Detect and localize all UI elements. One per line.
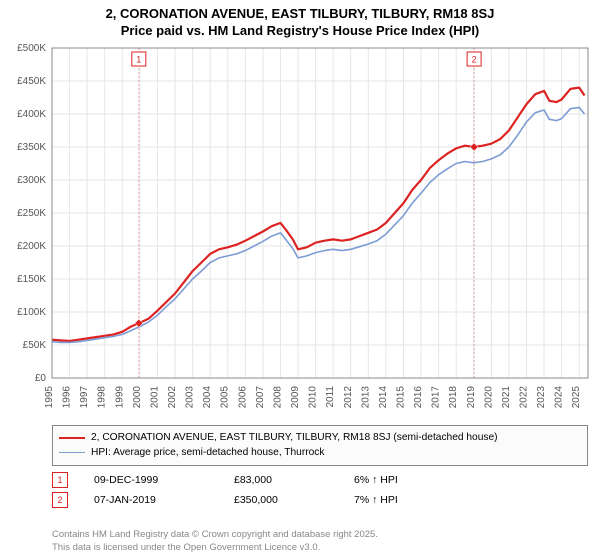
svg-text:£200K: £200K bbox=[17, 241, 46, 252]
svg-text:2: 2 bbox=[472, 55, 477, 65]
title-line-1: 2, CORONATION AVENUE, EAST TILBURY, TILB… bbox=[0, 6, 600, 23]
sale-date: 09-DEC-1999 bbox=[94, 474, 234, 486]
svg-text:2012: 2012 bbox=[343, 386, 354, 409]
svg-text:£150K: £150K bbox=[17, 274, 46, 285]
svg-text:2011: 2011 bbox=[325, 386, 336, 408]
svg-text:2020: 2020 bbox=[483, 386, 494, 409]
svg-text:2005: 2005 bbox=[220, 386, 231, 409]
svg-text:£450K: £450K bbox=[17, 76, 46, 87]
sale-marker-badge: 1 bbox=[52, 472, 68, 488]
svg-text:£100K: £100K bbox=[17, 307, 46, 318]
svg-text:1997: 1997 bbox=[79, 386, 90, 409]
chart-title: 2, CORONATION AVENUE, EAST TILBURY, TILB… bbox=[0, 0, 600, 40]
svg-text:1: 1 bbox=[136, 55, 141, 65]
svg-text:2009: 2009 bbox=[290, 386, 301, 409]
svg-text:1998: 1998 bbox=[97, 386, 108, 409]
svg-text:2025: 2025 bbox=[571, 386, 582, 409]
svg-text:2024: 2024 bbox=[554, 386, 565, 409]
svg-text:1995: 1995 bbox=[44, 386, 55, 409]
legend-label: 2, CORONATION AVENUE, EAST TILBURY, TILB… bbox=[91, 430, 498, 445]
svg-text:2003: 2003 bbox=[185, 386, 196, 409]
svg-text:£500K: £500K bbox=[17, 43, 46, 54]
svg-text:2022: 2022 bbox=[518, 386, 529, 409]
sale-pct: 7% ↑ HPI bbox=[354, 494, 444, 506]
footer-attribution: Contains HM Land Registry data © Crown c… bbox=[52, 529, 588, 554]
svg-text:1999: 1999 bbox=[114, 386, 125, 409]
sale-marker-badge: 2 bbox=[52, 492, 68, 508]
svg-text:2014: 2014 bbox=[378, 386, 389, 409]
legend: 2, CORONATION AVENUE, EAST TILBURY, TILB… bbox=[52, 425, 588, 466]
legend-swatch bbox=[59, 437, 85, 439]
svg-text:2023: 2023 bbox=[536, 386, 547, 409]
sale-price: £83,000 bbox=[234, 474, 354, 486]
svg-text:2016: 2016 bbox=[413, 386, 424, 409]
chart-svg: £0 £50K £100K £150K £200K £250K £300K £350K £400… bbox=[0, 40, 600, 420]
svg-text:£50K: £50K bbox=[23, 340, 47, 351]
svg-text:£250K: £250K bbox=[17, 208, 46, 219]
sale-price: £350,000 bbox=[234, 494, 354, 506]
svg-text:2019: 2019 bbox=[466, 386, 477, 409]
sale-date: 07-JAN-2019 bbox=[94, 494, 234, 506]
legend-label: HPI: Average price, semi-detached house,… bbox=[91, 445, 325, 460]
svg-text:£350K: £350K bbox=[17, 142, 46, 153]
svg-text:2008: 2008 bbox=[272, 386, 283, 409]
svg-text:£0: £0 bbox=[35, 373, 47, 384]
svg-text:2015: 2015 bbox=[395, 386, 406, 409]
svg-text:2018: 2018 bbox=[448, 386, 459, 409]
svg-text:2017: 2017 bbox=[431, 386, 442, 409]
svg-text:1996: 1996 bbox=[62, 386, 73, 409]
svg-text:2007: 2007 bbox=[255, 386, 266, 409]
sale-row: 1 09-DEC-1999£83,0006% ↑ HPI bbox=[52, 470, 588, 490]
price-chart: £0 £50K £100K £150K £200K £250K £300K £350K £400… bbox=[0, 40, 600, 420]
legend-item: HPI: Average price, semi-detached house,… bbox=[59, 445, 581, 460]
svg-text:2001: 2001 bbox=[149, 386, 160, 409]
sale-pct: 6% ↑ HPI bbox=[354, 474, 444, 486]
svg-text:2006: 2006 bbox=[237, 386, 248, 409]
svg-text:2013: 2013 bbox=[360, 386, 371, 409]
svg-text:2021: 2021 bbox=[501, 386, 512, 409]
title-line-2: Price paid vs. HM Land Registry's House … bbox=[0, 23, 600, 40]
svg-text:2010: 2010 bbox=[308, 386, 319, 409]
sales-table: 1 09-DEC-1999£83,0006% ↑ HPI 2 07-JAN-2019£… bbox=[52, 470, 588, 510]
legend-item: 2, CORONATION AVENUE, EAST TILBURY, TILB… bbox=[59, 430, 581, 445]
footer-line-2: This data is licensed under the Open Gov… bbox=[52, 542, 588, 554]
svg-text:£300K: £300K bbox=[17, 175, 46, 186]
footer-line-1: Contains HM Land Registry data © Crown c… bbox=[52, 529, 588, 541]
svg-text:2000: 2000 bbox=[132, 386, 143, 409]
legend-swatch bbox=[59, 452, 85, 453]
svg-text:2002: 2002 bbox=[167, 386, 178, 409]
svg-text:£400K: £400K bbox=[17, 109, 46, 120]
sale-row: 2 07-JAN-2019£350,0007% ↑ HPI bbox=[52, 490, 588, 510]
svg-text:2004: 2004 bbox=[202, 386, 213, 409]
